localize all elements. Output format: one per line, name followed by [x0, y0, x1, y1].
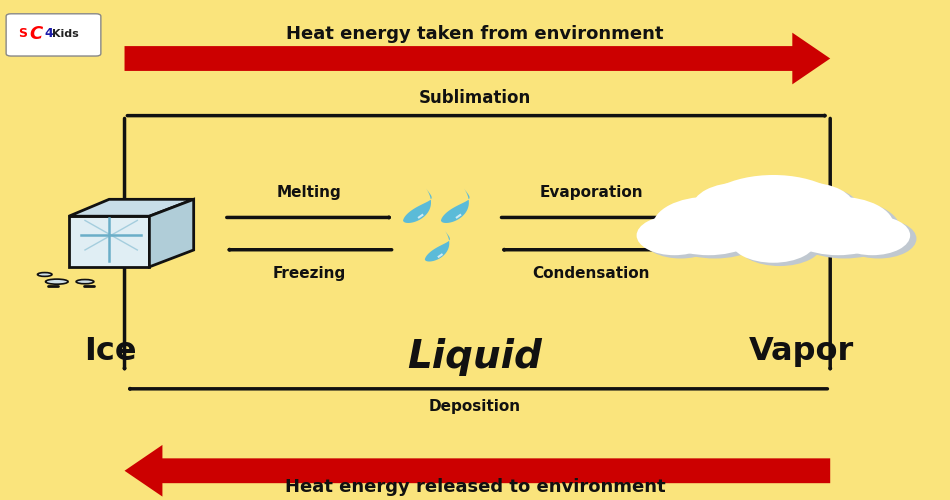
- Circle shape: [834, 216, 910, 255]
- Polygon shape: [441, 188, 469, 223]
- Circle shape: [767, 186, 861, 235]
- Text: C: C: [28, 24, 42, 42]
- Text: Freezing: Freezing: [273, 266, 346, 281]
- Circle shape: [697, 175, 850, 255]
- Polygon shape: [149, 200, 194, 267]
- Text: Melting: Melting: [276, 185, 342, 200]
- Polygon shape: [425, 230, 450, 262]
- Circle shape: [698, 186, 792, 235]
- Circle shape: [693, 182, 786, 232]
- Polygon shape: [403, 188, 431, 223]
- Circle shape: [761, 182, 854, 232]
- Polygon shape: [124, 445, 830, 496]
- Circle shape: [841, 219, 917, 258]
- Ellipse shape: [37, 272, 52, 276]
- Polygon shape: [69, 200, 194, 216]
- Text: Kids: Kids: [52, 28, 79, 38]
- Text: Deposition: Deposition: [429, 398, 521, 413]
- Ellipse shape: [76, 280, 94, 284]
- Text: Condensation: Condensation: [532, 266, 650, 281]
- Circle shape: [703, 178, 856, 258]
- Text: S: S: [18, 27, 27, 40]
- Text: Heat energy released to environment: Heat energy released to environment: [285, 478, 665, 496]
- Circle shape: [783, 196, 894, 255]
- Circle shape: [731, 218, 817, 262]
- Text: Evaporation: Evaporation: [540, 185, 643, 200]
- Text: Ice: Ice: [84, 336, 137, 367]
- Circle shape: [636, 216, 712, 255]
- Text: Vapor: Vapor: [750, 336, 854, 367]
- Polygon shape: [124, 32, 830, 84]
- Circle shape: [653, 196, 765, 255]
- Ellipse shape: [46, 279, 68, 284]
- Text: 4: 4: [45, 27, 53, 40]
- Text: Liquid: Liquid: [408, 338, 542, 376]
- Circle shape: [736, 221, 823, 266]
- Circle shape: [788, 200, 901, 258]
- Circle shape: [659, 200, 770, 258]
- Polygon shape: [69, 216, 149, 267]
- FancyBboxPatch shape: [6, 14, 101, 56]
- Circle shape: [643, 219, 718, 258]
- Text: Heat energy taken from environment: Heat energy taken from environment: [286, 24, 664, 42]
- Text: Sublimation: Sublimation: [419, 89, 531, 107]
